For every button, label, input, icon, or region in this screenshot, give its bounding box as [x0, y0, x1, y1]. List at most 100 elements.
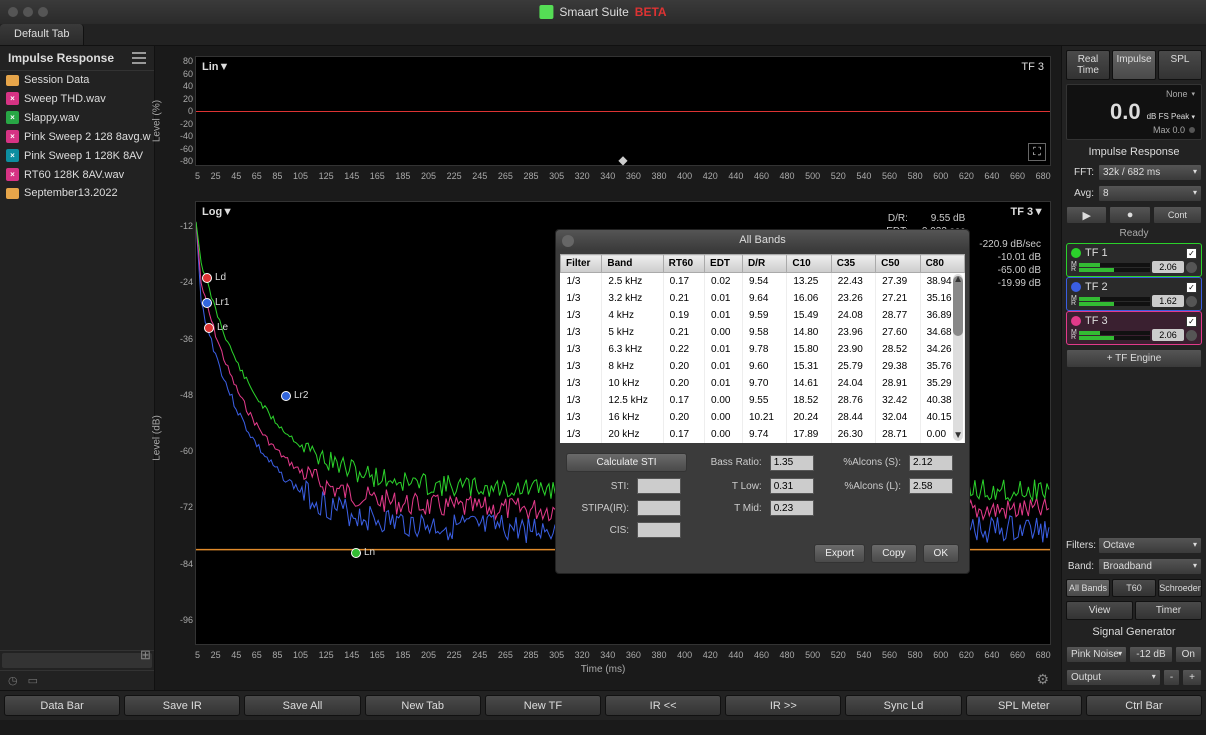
table-row[interactable]: 1/316 kHz0.200.0010.2120.2428.4432.0440.…	[561, 409, 965, 426]
gear-icon[interactable]: ⚙	[1036, 671, 1049, 688]
lower-ylabel: Level (dB)	[152, 415, 163, 461]
gain-display[interactable]: -12 dB	[1129, 646, 1172, 663]
horizontal-scrollbar[interactable]	[0, 650, 154, 670]
marker-Ld[interactable]: Ld	[202, 272, 226, 283]
toolbar-save-ir[interactable]: Save IR	[124, 695, 240, 716]
source-selector[interactable]: None	[1166, 89, 1188, 99]
siggen-on-button[interactable]: On	[1175, 646, 1202, 663]
meter-unit[interactable]: dB FS Peak	[1147, 112, 1190, 121]
output-select[interactable]: Output	[1066, 669, 1161, 686]
table-row[interactable]: 1/35 kHz0.210.009.5814.8023.9627.6034.68	[561, 324, 965, 341]
mode-impulse[interactable]: Impulse	[1112, 50, 1156, 80]
chart-area: Level (%) 806040200-20-40-60-80 Lin▼ TF …	[155, 46, 1061, 690]
tf-item[interactable]: TF 1 ✓ MR 2.06	[1066, 243, 1202, 277]
bass-ratio-input[interactable]	[770, 455, 814, 471]
copy-button[interactable]: Copy	[871, 544, 916, 563]
dialog-close-icon[interactable]	[562, 235, 574, 247]
file-item[interactable]: ×Slappy.wav	[0, 108, 154, 127]
tmid-input[interactable]	[770, 500, 814, 516]
table-scrollbar[interactable]	[953, 274, 963, 441]
marker-Lr1[interactable]: Lr1	[202, 297, 229, 308]
toolbar-sync-ld[interactable]: Sync Ld	[845, 695, 961, 716]
marker-Lr2[interactable]: Lr2	[281, 390, 308, 401]
mode-spl[interactable]: SPL	[1158, 50, 1202, 80]
table-row[interactable]: 1/38 kHz0.200.019.6015.3125.7929.3835.76	[561, 358, 965, 375]
noise-type-select[interactable]: Pink Noise	[1066, 646, 1127, 663]
ok-button[interactable]: OK	[923, 544, 959, 563]
avg-select[interactable]: 8	[1098, 185, 1202, 202]
record-button[interactable]: ●	[1109, 206, 1150, 224]
tlow-input[interactable]	[770, 478, 814, 494]
table-row[interactable]: 1/33.2 kHz0.210.019.6416.0623.2627.2135.…	[561, 290, 965, 307]
filters-select[interactable]: Octave	[1098, 537, 1202, 554]
stipa-input[interactable]	[637, 500, 681, 516]
add-tf-engine-button[interactable]: + TF Engine	[1066, 349, 1202, 368]
folder-root[interactable]: Session Data	[0, 71, 154, 89]
view-button[interactable]: View	[1066, 601, 1133, 620]
view-tab[interactable]: All Bands	[1066, 579, 1110, 597]
gain-minus-button[interactable]: -	[1163, 669, 1180, 686]
meter-max: Max 0.0	[1153, 125, 1185, 135]
tf-checkbox[interactable]: ✓	[1186, 282, 1197, 293]
table-row[interactable]: 1/310 kHz0.200.019.7014.6124.0428.9135.2…	[561, 375, 965, 392]
clock-icon[interactable]: ◷	[8, 674, 18, 687]
tf-item[interactable]: TF 3 ✓ MR 2.06	[1066, 311, 1202, 345]
alcons-s-input[interactable]	[909, 455, 953, 471]
window-close-dot[interactable]	[8, 7, 18, 17]
sti-input[interactable]	[637, 478, 681, 494]
gain-plus-button[interactable]: +	[1182, 669, 1202, 686]
upper-chart: Level (%) 806040200-20-40-60-80 Lin▼ TF …	[155, 56, 1051, 186]
scroll-up-icon[interactable]: ▲	[953, 274, 963, 285]
table-row[interactable]: 1/320 kHz0.170.009.7417.8926.3028.710.00	[561, 426, 965, 443]
marker-Ln[interactable]: Ln	[351, 547, 375, 558]
playhead-marker[interactable]: ◆	[618, 153, 627, 167]
band-select[interactable]: Broadband	[1098, 558, 1202, 575]
cont-button[interactable]: Cont	[1153, 206, 1202, 224]
tab-default[interactable]: Default Tab	[0, 24, 84, 45]
marker-Le[interactable]: Le	[204, 322, 228, 333]
toolbar-spl-meter[interactable]: SPL Meter	[966, 695, 1082, 716]
tf-checkbox[interactable]: ✓	[1186, 316, 1197, 327]
mode-real-time[interactable]: Real Time	[1066, 50, 1110, 80]
file-item[interactable]: ×Pink Sweep 2 128 8avg.w	[0, 127, 154, 146]
file-item[interactable]: ×Sweep THD.wav	[0, 89, 154, 108]
toolbar-save-all[interactable]: Save All	[244, 695, 360, 716]
toolbar-ir-[interactable]: IR <<	[605, 695, 721, 716]
export-button[interactable]: Export	[814, 544, 865, 563]
alcons-l-input[interactable]	[909, 478, 953, 494]
crop-icon[interactable]: ⛶	[1028, 143, 1046, 161]
folder-item[interactable]: September13.2022	[0, 184, 154, 202]
expand-icon[interactable]: ⊞	[140, 647, 151, 663]
toolbar-data-bar[interactable]: Data Bar	[4, 695, 120, 716]
calculate-sti-button[interactable]: Calculate STI	[566, 453, 687, 472]
toolbar-new-tab[interactable]: New Tab	[365, 695, 481, 716]
tf-checkbox[interactable]: ✓	[1186, 248, 1197, 259]
fft-select[interactable]: 32k / 682 ms	[1098, 164, 1202, 181]
table-row[interactable]: 1/34 kHz0.190.019.5915.4924.0828.7736.89	[561, 307, 965, 324]
file-item[interactable]: ×RT60 128K 8AV.wav	[0, 165, 154, 184]
file-browser-panel: Impulse Response Session Data×Sweep THD.…	[0, 46, 155, 690]
tf-enable[interactable]	[1186, 330, 1197, 341]
file-item[interactable]: ×Pink Sweep 1 128K 8AV	[0, 146, 154, 165]
tf-enable[interactable]	[1186, 296, 1197, 307]
toolbar-new-tf[interactable]: New TF	[485, 695, 601, 716]
tf-item[interactable]: TF 2 ✓ MR 1.62	[1066, 277, 1202, 311]
lin-toggle[interactable]: Lin▼	[202, 61, 229, 73]
toolbar-ctrl-bar[interactable]: Ctrl Bar	[1086, 695, 1202, 716]
tf-enable[interactable]	[1186, 262, 1197, 273]
timer-button[interactable]: Timer	[1135, 601, 1202, 620]
table-row[interactable]: 1/32.5 kHz0.170.029.5413.2522.4327.3938.…	[561, 273, 965, 291]
window-zoom-dot[interactable]	[38, 7, 48, 17]
play-button[interactable]: ▶	[1066, 206, 1107, 224]
table-row[interactable]: 1/312.5 kHz0.170.009.5518.5228.7632.4240…	[561, 392, 965, 409]
view-tab[interactable]: Schroeder	[1158, 579, 1202, 597]
window-minimize-dot[interactable]	[23, 7, 33, 17]
view-tab[interactable]: T60	[1112, 579, 1156, 597]
table-row[interactable]: 1/36.3 kHz0.220.019.7815.8023.9028.5234.…	[561, 341, 965, 358]
upper-plot[interactable]: Lin▼ TF 3 ◆ ⛶	[195, 56, 1051, 166]
hamburger-icon[interactable]	[132, 52, 146, 64]
disk-icon[interactable]: ▭	[28, 674, 38, 687]
toolbar-ir-[interactable]: IR >>	[725, 695, 841, 716]
cis-input[interactable]	[637, 522, 681, 538]
scroll-down-icon[interactable]: ▼	[953, 430, 963, 441]
